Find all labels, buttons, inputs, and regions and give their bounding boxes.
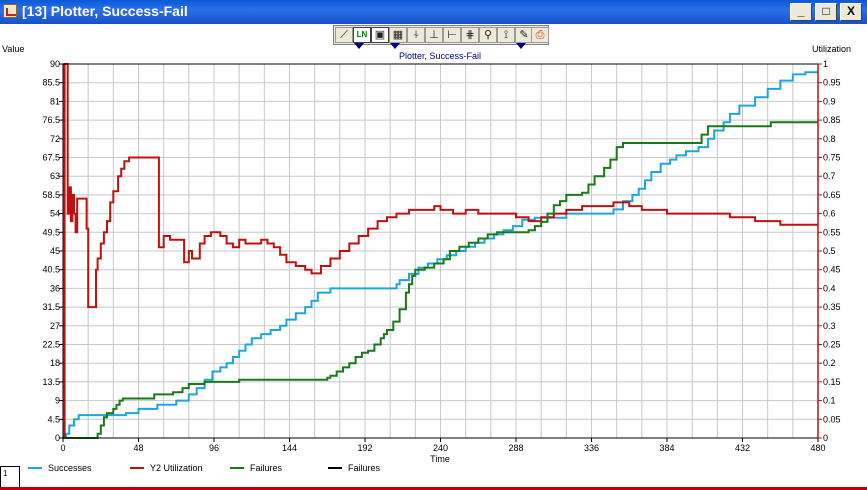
y-tick-label: 85.5 — [42, 78, 60, 88]
labels-icon[interactable]: LN — [353, 27, 371, 43]
toolbar-marker-3 — [516, 43, 526, 49]
legend-label: Failures — [250, 463, 283, 473]
series-line-1 — [63, 63, 818, 439]
y-tick-label: 54 — [50, 209, 60, 219]
axes: 0 4.5 9 13.5 18 22.5 27 31.5 36 40.5 45 49.5 54 58.5 6… — [42, 59, 840, 453]
y-tick-label: 45 — [50, 246, 60, 256]
axis-xy-icon[interactable]: ⋕ — [461, 27, 479, 43]
y-tick-label: 31.5 — [42, 302, 60, 312]
y2-tick-label: 0 — [823, 433, 828, 443]
y2-tick-label: 0.65 — [823, 190, 841, 200]
pin-icon[interactable]: ⍭ — [407, 27, 425, 43]
x-tick-label: 288 — [508, 443, 523, 453]
x-axis-label: Time — [430, 454, 450, 464]
minimize-button[interactable]: _ — [790, 3, 812, 21]
print-icon[interactable]: ⎙ — [531, 27, 549, 43]
y-axis-label: Value — [2, 44, 24, 54]
close-button[interactable]: X — [840, 3, 862, 21]
series-layer — [63, 63, 818, 439]
toolbar-marker-1 — [354, 43, 364, 49]
cursor-icon[interactable]: ⟟ — [497, 27, 515, 43]
y2-tick-label: 0.6 — [823, 209, 836, 219]
plot-toolbar: ⟋ LN ▣ ▦ ⍭ ⊥ ⊢ ⋕ ⚲ ⟟ ✎ ⎙ — [333, 25, 549, 45]
y2-tick-label: 0.15 — [823, 377, 841, 387]
legend-label: Successes — [48, 463, 92, 473]
y2-tick-label: 0.5 — [823, 246, 836, 256]
y2-tick-label: 0.1 — [823, 396, 836, 406]
x-tick-label: 96 — [209, 443, 219, 453]
y-tick-label: 49.5 — [42, 227, 60, 237]
y-tick-label: 18 — [50, 358, 60, 368]
y2-axis-label: Utilization — [812, 44, 851, 54]
y2-tick-label: 0.3 — [823, 321, 836, 331]
series-line-0 — [63, 71, 818, 439]
y2-tick-label: 0.05 — [823, 414, 841, 424]
window-title: [13] Plotter, Success-Fail — [22, 3, 188, 19]
bottom-border — [0, 487, 867, 490]
x-tick-label: 144 — [282, 443, 297, 453]
y-tick-label: 9 — [55, 396, 60, 406]
y-tick-label: 67.5 — [42, 153, 60, 163]
y-tick-label: 81 — [50, 96, 60, 106]
y2-tick-label: 0.25 — [823, 340, 841, 350]
y2-tick-label: 0.85 — [823, 115, 841, 125]
y-tick-label: 27 — [50, 321, 60, 331]
x-tick-label: 0 — [60, 443, 65, 453]
x-tick-label: 432 — [735, 443, 750, 453]
y2-tick-label: 0.2 — [823, 358, 836, 368]
y-tick-label: 40.5 — [42, 265, 60, 275]
y-tick-label: 63 — [50, 171, 60, 181]
app-icon — [3, 4, 17, 18]
maximize-button[interactable]: □ — [815, 3, 837, 21]
zoom-icon[interactable]: ⚲ — [479, 27, 497, 43]
x-tick-label: 480 — [810, 443, 825, 453]
legend-label: Failures — [348, 463, 381, 473]
y-tick-label: 4.5 — [47, 414, 60, 424]
y2-tick-label: 0.95 — [823, 78, 841, 88]
page-indicator: 1 — [0, 466, 20, 488]
axis-x-icon[interactable]: ⊥ — [425, 27, 443, 43]
window-titlebar: [13] Plotter, Success-Fail _ □ X — [0, 0, 867, 24]
x-tick-label: 336 — [584, 443, 599, 453]
legend-label: Y2 Utilization — [150, 463, 203, 473]
y2-tick-label: 0.8 — [823, 134, 836, 144]
legend: Successes Y2 Utilization Failures Failures — [28, 463, 381, 473]
y2-tick-label: 0.7 — [823, 171, 836, 181]
y-tick-label: 36 — [50, 283, 60, 293]
y-tick-label: 22.5 — [42, 340, 60, 350]
x-tick-label: 192 — [357, 443, 372, 453]
y-tick-label: 90 — [50, 59, 60, 69]
y-tick-label: 76.5 — [42, 115, 60, 125]
y2-tick-label: 0.4 — [823, 283, 836, 293]
save-icon[interactable]: ▣ — [371, 27, 389, 43]
grid-lines — [62, 63, 819, 439]
y2-tick-label: 0.55 — [823, 227, 841, 237]
series-line-2 — [63, 121, 818, 439]
y2-tick-label: 0.45 — [823, 265, 841, 275]
x-tick-label: 384 — [659, 443, 674, 453]
toolbar-marker-2 — [390, 43, 400, 49]
y-tick-label: 58.5 — [42, 190, 60, 200]
axis-y-icon[interactable]: ⊢ — [443, 27, 461, 43]
y-tick-label: 0 — [55, 433, 60, 443]
y-tick-label: 13.5 — [42, 377, 60, 387]
chart-title: Plotter, Success-Fail — [399, 51, 481, 61]
x-tick-label: 48 — [133, 443, 143, 453]
y2-tick-label: 1 — [823, 59, 828, 69]
grid-icon[interactable]: ▦ — [389, 27, 407, 43]
y2-tick-label: 0.35 — [823, 302, 841, 312]
x-tick-label: 240 — [433, 443, 448, 453]
y-tick-label: 72 — [50, 134, 60, 144]
line-plot-icon[interactable]: ⟋ — [335, 27, 353, 43]
y2-tick-label: 0.75 — [823, 153, 841, 163]
y2-tick-label: 0.9 — [823, 96, 836, 106]
